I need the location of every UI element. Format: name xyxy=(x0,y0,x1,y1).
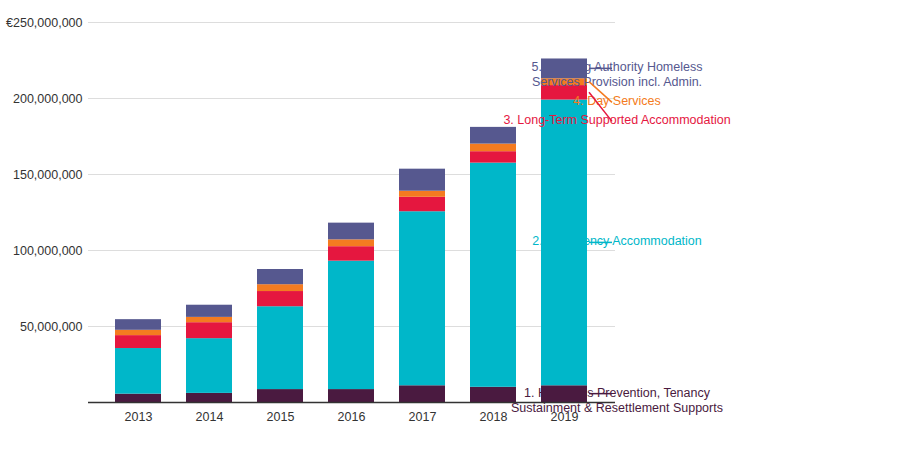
svg-text:3. Long-Term Supported Accommo: 3. Long-Term Supported Accommodation xyxy=(503,114,730,128)
svg-text:2016: 2016 xyxy=(338,410,366,424)
svg-text:200,000,000: 200,000,000 xyxy=(13,92,83,106)
svg-text:2017: 2017 xyxy=(409,410,437,424)
svg-text:2. Emergency Accommodation: 2. Emergency Accommodation xyxy=(532,235,702,249)
svg-text:150,000,000: 150,000,000 xyxy=(13,168,83,182)
svg-text:2013: 2013 xyxy=(125,410,153,424)
svg-text:2018: 2018 xyxy=(480,410,508,424)
svg-text:4. Day Services: 4. Day Services xyxy=(573,95,661,109)
svg-text:50,000,000: 50,000,000 xyxy=(20,320,83,334)
svg-text:2019: 2019 xyxy=(550,410,579,425)
svg-text:100,000,000: 100,000,000 xyxy=(13,244,83,258)
svg-text:2015: 2015 xyxy=(267,410,295,424)
svg-text:2014: 2014 xyxy=(196,410,224,424)
svg-text:5. Housing Authority HomelessS: 5. Housing Authority HomelessServices Pr… xyxy=(532,61,703,90)
svg-text:€250,000,000: €250,000,000 xyxy=(6,16,83,30)
svg-text:1. Homeless Prevention, Tenanc: 1. Homeless Prevention, TenancySustainme… xyxy=(511,386,723,415)
